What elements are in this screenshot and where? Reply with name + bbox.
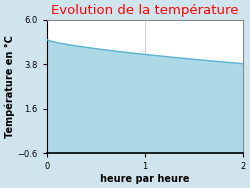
Y-axis label: Température en °C: Température en °C (4, 35, 15, 138)
X-axis label: heure par heure: heure par heure (100, 174, 190, 184)
Title: Evolution de la température: Evolution de la température (51, 4, 239, 17)
